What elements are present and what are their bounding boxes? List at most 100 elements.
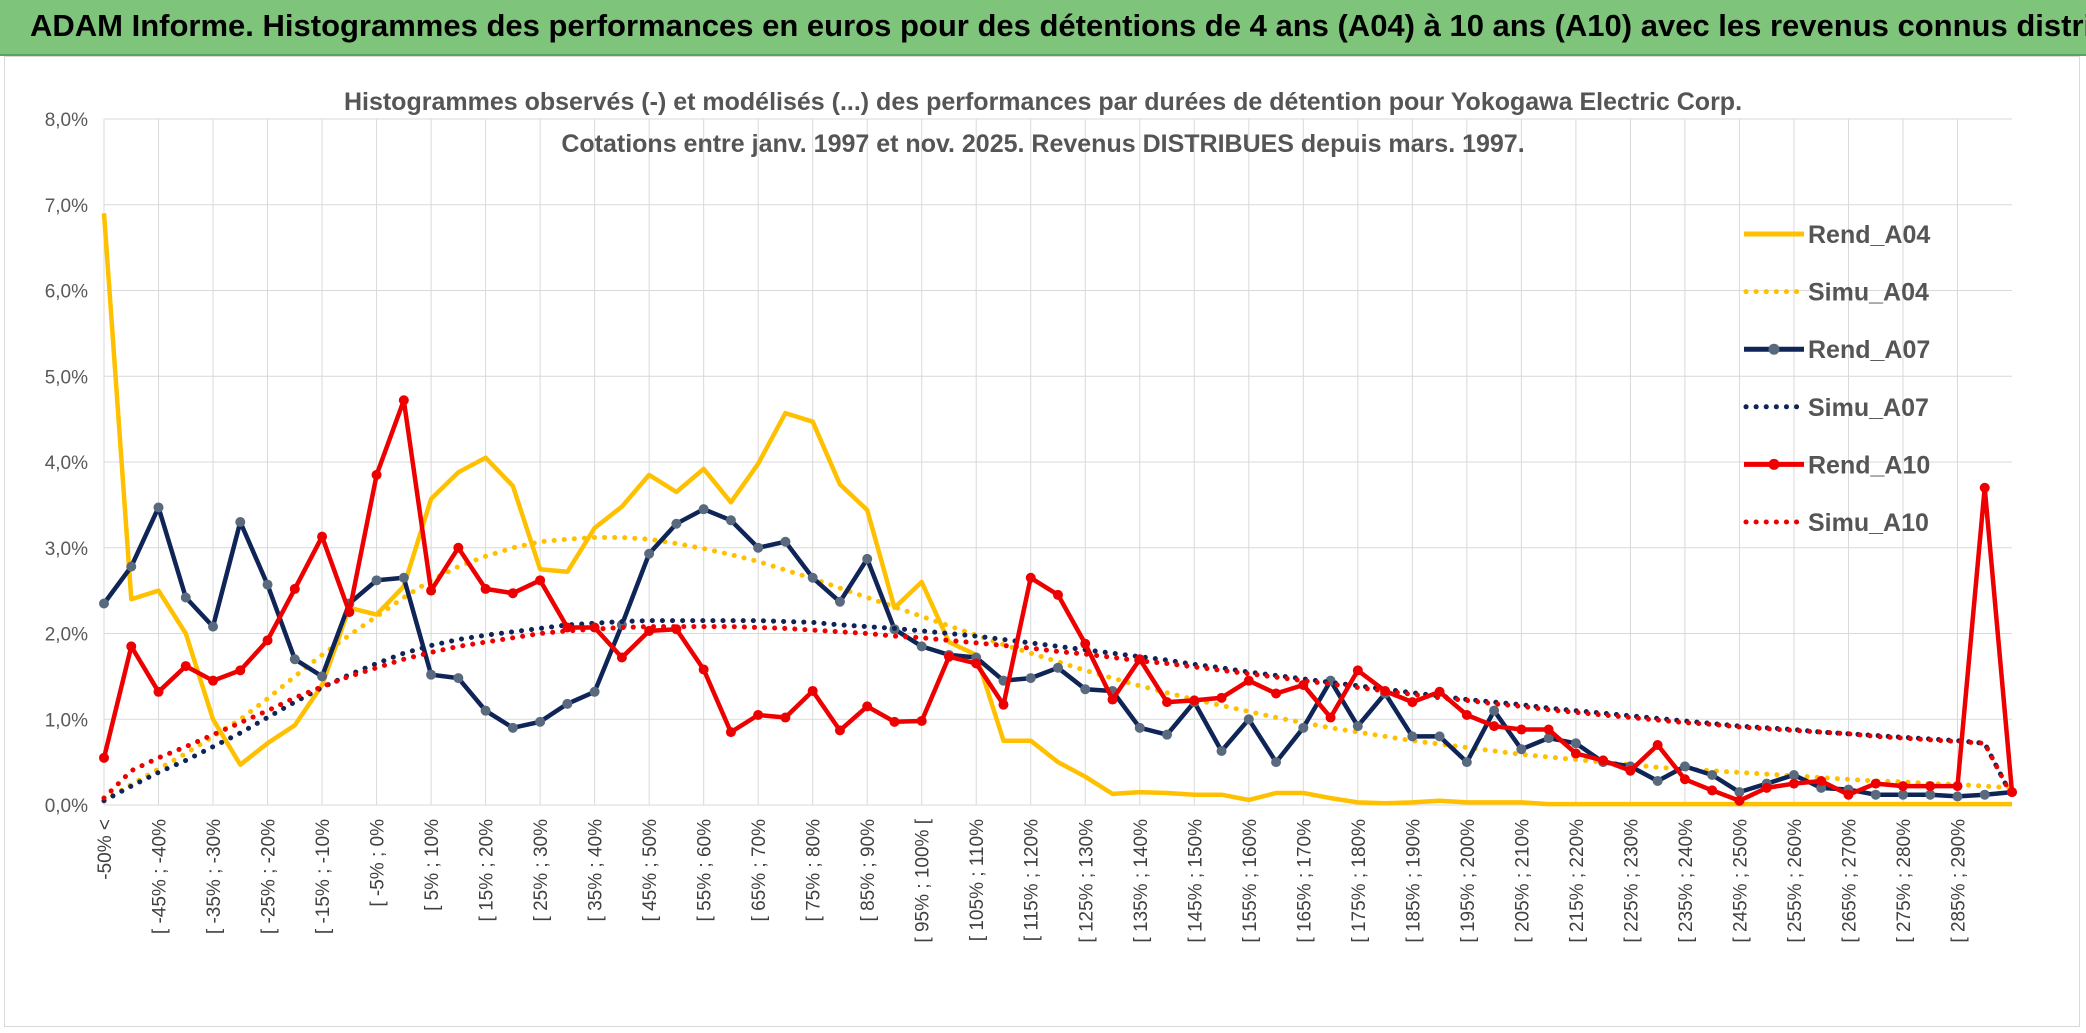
x-tick-label: [ 5% ; 10%	[422, 819, 443, 911]
series-point-rend-a07	[317, 671, 328, 682]
series-point-rend-a10	[1189, 695, 1200, 706]
series-point-rend-a10	[1243, 675, 1254, 686]
series-point-rend-a10	[289, 583, 300, 594]
series-point-rend-a10	[1952, 781, 1963, 792]
series-point-rend-a07	[1652, 775, 1663, 786]
series-point-rend-a07	[1298, 722, 1309, 733]
series-point-rend-a10	[1897, 781, 1908, 792]
y-tick-label: 5,0%	[45, 367, 88, 388]
series-point-rend-a07	[1816, 782, 1827, 793]
series-point-rend-a07	[1788, 769, 1799, 780]
series-point-rend-a07	[780, 536, 791, 547]
series-point-rend-a07	[1134, 722, 1145, 733]
series-point-rend-a07	[1897, 789, 1908, 800]
y-tick-label: 2,0%	[45, 625, 88, 646]
series-point-rend-a10	[1816, 775, 1827, 786]
series-point-rend-a07	[262, 579, 273, 590]
series-point-rend-a07	[1870, 789, 1881, 800]
series-point-rend-a10	[698, 664, 709, 675]
series-point-rend-a10	[916, 715, 927, 726]
series-point-rend-a07	[807, 572, 818, 583]
series-point-rend-a10	[1407, 697, 1418, 708]
series-point-rend-a10	[889, 716, 900, 727]
series-point-rend-a10	[99, 752, 109, 763]
series-point-rend-a10	[1080, 638, 1091, 649]
series-point-rend-a10	[862, 701, 873, 712]
y-tick-label: 1,0%	[45, 710, 88, 731]
x-tick-label: [ 135% ; 140%	[1131, 819, 1152, 943]
legend-label-rend-a04: Rend_A04	[1808, 221, 1930, 249]
series-point-rend-a10	[1679, 774, 1690, 785]
chart-gridlines	[103, 118, 2012, 806]
x-tick-label: [ 255% ; 260%	[1785, 819, 1806, 943]
series-line-rend-a04	[101, 213, 2012, 807]
series-point-rend-a07	[208, 621, 219, 632]
series-point-rend-a07	[153, 502, 164, 513]
x-tick-label: [ 15% ; 20%	[477, 819, 498, 922]
series-point-rend-a10	[1489, 721, 1500, 732]
series-point-rend-a10	[180, 661, 191, 672]
x-tick-label: [ 25% ; 30%	[531, 819, 552, 922]
series-point-rend-a07	[453, 673, 464, 684]
series-point-rend-a07	[1025, 673, 1036, 684]
series-point-rend-a07	[834, 596, 845, 607]
series-point-rend-a07	[698, 504, 709, 515]
chart-title: Histogrammes observés (-) et modélisés (…	[344, 88, 1742, 116]
y-tick-label: 8,0%	[45, 110, 88, 131]
series-point-rend-a10	[725, 727, 736, 738]
chart-subtitle: Cotations entre janv. 1997 et nov. 2025.…	[561, 130, 1524, 158]
series-point-rend-a07	[289, 654, 300, 665]
series-point-rend-a10	[507, 588, 518, 599]
series-point-rend-a10	[1461, 709, 1472, 720]
x-tick-label: [ -35% ; -30%	[204, 819, 225, 934]
x-tick-label: [ 205% ; 210%	[1512, 819, 1533, 943]
x-tick-label: [ 125% ; 130%	[1076, 819, 1097, 943]
series-point-rend-a07	[235, 517, 246, 528]
series-point-rend-a07	[180, 592, 191, 603]
x-tick-label: [ 55% ; 60%	[695, 819, 716, 922]
x-tick-label: [ 115% ; 120%	[1022, 819, 1043, 941]
series-point-rend-a07	[1543, 733, 1554, 744]
series-point-rend-a07	[480, 705, 491, 716]
legend-label-simu-a10: Simu_A10	[1808, 509, 1929, 537]
series-point-rend-a07	[1053, 662, 1063, 673]
x-tick-label: [ -5% ; 0%	[368, 819, 389, 907]
report-title: ADAM Informe. Histogrammes des performan…	[30, 8, 2086, 43]
x-tick-label: [ -25% ; -20%	[259, 819, 280, 934]
series-point-rend-a07	[1352, 721, 1363, 732]
series-point-rend-a07	[671, 518, 682, 529]
legend-label-simu-a04: Simu_A04	[1808, 279, 1929, 307]
series-point-rend-a10	[453, 542, 464, 553]
x-tick-label: -50% <	[95, 819, 116, 880]
series-point-rend-a10	[208, 675, 219, 686]
series-point-rend-a10	[398, 395, 409, 406]
chart-legend: Rend_A04 Simu_A04 Rend_A07 Simu_A07 Rend_A10…	[1743, 221, 1930, 537]
series-point-rend-a07	[1516, 744, 1527, 755]
series-point-rend-a10	[371, 469, 382, 480]
x-tick-label: [ 95% ; 100% [	[913, 818, 934, 942]
series-point-rend-a10	[317, 531, 328, 542]
series-point-rend-a07	[426, 669, 437, 680]
series-point-rend-a10	[1325, 712, 1336, 723]
series-point-rend-a07	[1489, 705, 1500, 716]
series-point-rend-a07	[562, 698, 573, 709]
series-point-rend-a10	[1216, 692, 1227, 703]
x-tick-label: [ 35% ; 40%	[586, 819, 607, 922]
series-point-rend-a07	[1952, 791, 1963, 802]
series-point-rend-a07	[1271, 757, 1282, 768]
series-point-rend-a10	[1516, 724, 1527, 735]
y-axis-ticks: 0,0% 1,0% 2,0% 3,0% 4,0% 5,0% 6,0% 7,0% 8,0%	[45, 110, 88, 817]
series-point-rend-a10	[1025, 572, 1036, 583]
x-tick-label: [ 265% ; 270%	[1839, 819, 1860, 943]
x-tick-label: [ 105% ; 110%	[967, 819, 988, 941]
x-tick-label: [ 65% ; 70%	[749, 819, 770, 922]
y-tick-label: 7,0%	[45, 196, 88, 217]
series-point-rend-a10	[1271, 688, 1282, 699]
x-tick-label: [ 285% ; 290%	[1948, 819, 1969, 943]
series-point-rend-a07	[371, 575, 382, 586]
series-point-rend-a10	[1352, 665, 1363, 676]
series-point-rend-a10	[1434, 686, 1445, 697]
series-point-rend-a10	[1162, 697, 1173, 708]
x-tick-label: [ -45% ; -40%	[150, 819, 171, 934]
series-point-rend-a07	[1925, 789, 1936, 800]
